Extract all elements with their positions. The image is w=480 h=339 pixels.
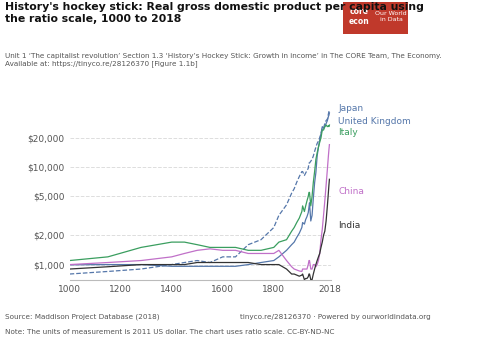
Text: Our World
in Data: Our World in Data (375, 11, 407, 22)
Text: Unit 1 ‘The capitalist revolution’ Section 1.3 ‘History’s Hockey Stick: Growth i: Unit 1 ‘The capitalist revolution’ Secti… (5, 53, 441, 67)
Text: India: India (338, 221, 360, 230)
Text: Source: Maddison Project Database (2018): Source: Maddison Project Database (2018) (5, 314, 159, 320)
Text: History's hockey stick: Real gross domestic product per capita using
the ratio s: History's hockey stick: Real gross domes… (5, 2, 424, 24)
Text: Italy: Italy (338, 128, 358, 137)
Text: United Kingdom: United Kingdom (338, 117, 411, 126)
Text: tinyco.re/28126370 · Powered by ourworldindata.org: tinyco.re/28126370 · Powered by ourworld… (240, 314, 431, 320)
Text: Note: The units of measurement is 2011 US dollar. The chart uses ratio scale. CC: Note: The units of measurement is 2011 U… (5, 329, 334, 335)
Text: Japan: Japan (338, 104, 363, 113)
Text: China: China (338, 187, 364, 196)
Text: core
econ: core econ (348, 7, 369, 25)
